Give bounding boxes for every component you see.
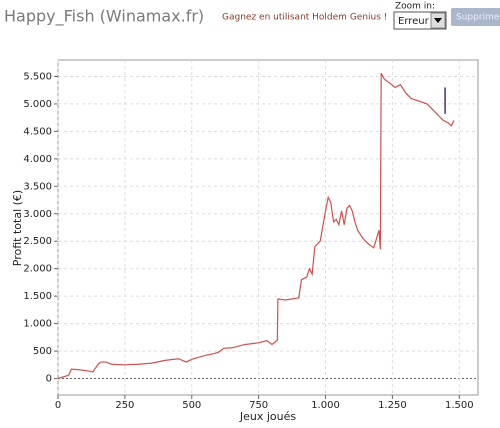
x-tick-label: 1.250 — [378, 400, 407, 411]
y-axis-label: Profit total (€) — [11, 190, 24, 266]
y-tick-label: 5.500 — [23, 71, 52, 82]
delete-button[interactable]: Supprimer — [451, 8, 500, 26]
button-bg — [451, 8, 500, 26]
y-tick-label: 1.000 — [23, 319, 52, 330]
y-tick-label: 3.000 — [23, 209, 52, 220]
y-tick-label: 2.500 — [23, 236, 52, 247]
x-tick-label: 1.500 — [445, 400, 474, 411]
zoom-label: Zoom in: — [395, 2, 435, 12]
zoom-select[interactable]: Erreur — [393, 11, 447, 30]
x-tick-label: 1.000 — [311, 400, 340, 411]
ad-link[interactable]: Gagnez en utilisant Holdem Genius ! — [222, 13, 387, 23]
y-tick-label: 0 — [46, 374, 52, 385]
y-tick-label: 5.000 — [23, 99, 52, 110]
x-tick-label: 500 — [182, 400, 201, 411]
page-title: Happy_Fish (Winamax.fr) — [4, 7, 204, 27]
profit-line — [57, 72, 455, 380]
y-tick-label: 4.000 — [23, 154, 52, 165]
y-tick-label: 500 — [33, 346, 52, 357]
x-axis-label: Jeux joués — [239, 410, 297, 423]
y-tick-label: 2.000 — [23, 264, 52, 275]
y-tick-label: 1.500 — [23, 291, 52, 302]
x-tick-label: 0 — [55, 400, 61, 411]
x-tick-label: 750 — [249, 400, 268, 411]
y-tick-label: 4.500 — [23, 126, 52, 137]
select-arrow — [434, 18, 442, 23]
y-tick-label: 3.500 — [23, 181, 52, 192]
select-value: Erreur — [398, 16, 430, 27]
button-label: Supprimer — [456, 13, 500, 23]
plot-frame — [57, 59, 479, 396]
x-tick-label: 250 — [115, 400, 134, 411]
